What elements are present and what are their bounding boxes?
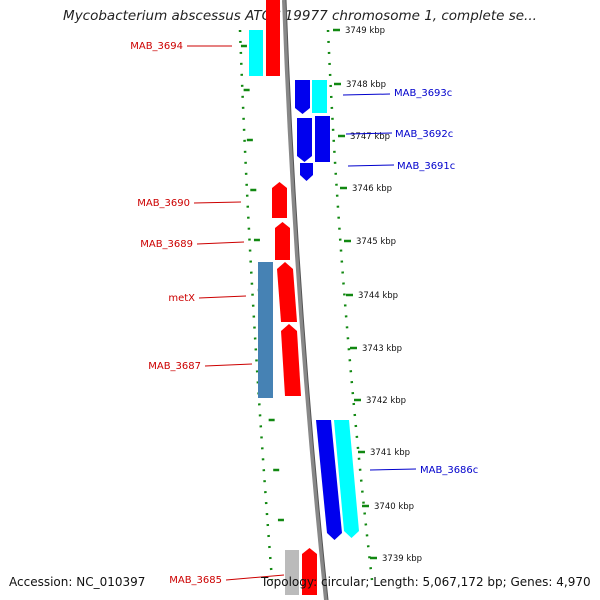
gene-label: MAB_3689 (140, 239, 193, 250)
gene-metX-steel (258, 262, 273, 398)
gene-label-leader (193, 201, 242, 204)
gene-label: MAB_3690 (137, 198, 190, 209)
ruler-inner-dots (238, 29, 274, 581)
tick-label: 3749 kbp (345, 26, 385, 36)
gene-label: metX (168, 293, 195, 304)
tick-layer: 3749 kbp 3748 kbp 3747 kbp 3746 kbp 3745 kbp… (333, 26, 422, 564)
gene-label-leader (196, 241, 245, 245)
gene-MAB_3693c-cyan (312, 80, 327, 113)
tick-label: 3743 kbp (362, 344, 402, 354)
gene-MAB_3693c (295, 80, 310, 114)
gene-label-leader (342, 93, 391, 96)
gene-label-leader (345, 132, 393, 135)
gene-MAB_3692c-b (315, 116, 330, 162)
gene-MAB_3690 (272, 182, 287, 218)
gene-label: MAB_3685 (169, 575, 222, 586)
summary-text: Topology: circular; Length: 5,067,172 bp… (261, 575, 591, 589)
gene-label: MAB_3686c (420, 465, 478, 476)
feature-layer (249, 0, 359, 595)
gene-MAB_3687 (281, 324, 301, 396)
gene-label: MAB_3694 (130, 41, 183, 52)
ruler-outer-dots (326, 29, 374, 581)
gene-metX (277, 262, 297, 322)
map-title: Mycobacterium abscessus ATCC 19977 chrom… (63, 8, 537, 24)
gene-label: MAB_3691c (397, 161, 455, 172)
gene-label-leader (198, 295, 247, 299)
gene-MAB_3694 (266, 0, 280, 76)
tick-label: 3746 kbp (352, 184, 392, 194)
tick-label: 3744 kbp (358, 291, 398, 301)
gene-label: MAB_3692c (395, 129, 453, 140)
gene-MAB_3685 (302, 548, 317, 595)
tick-label: 3747 kbp (350, 132, 390, 142)
gene-MAB_3692c (297, 118, 312, 162)
tick-label: 3741 kbp (370, 448, 410, 458)
genome-backbone (282, 0, 328, 600)
tick-label: 3740 kbp (374, 502, 414, 512)
gene-MAB_3685-gray (285, 550, 299, 595)
label-layer: MAB_3694 MAB_3690 MAB_3689 metX MAB_3687 MAB_… (130, 41, 478, 586)
gene-MAB_3691c (300, 163, 313, 181)
gene-label: MAB_3687 (148, 361, 201, 372)
tick-label: 3745 kbp (356, 237, 396, 247)
genome-backbone-shadow (285, 0, 329, 600)
accession-text: Accession: NC_010397 (9, 575, 146, 589)
gene-MAB_3689 (275, 222, 290, 260)
gene-label-leader (204, 363, 253, 367)
gene-label-leader (369, 468, 417, 471)
backbone-layer (282, 0, 329, 600)
gene-label-leader (347, 164, 395, 167)
tick-label: 3748 kbp (346, 80, 386, 90)
gene-MAB_3694-cyan (249, 30, 263, 76)
tick-label: 3742 kbp (366, 396, 406, 406)
gene-MAB_3686c-cyan (334, 420, 359, 538)
gene-label: MAB_3693c (394, 88, 452, 99)
tick-label: 3739 kbp (382, 554, 422, 564)
gene-MAB_3686c (316, 420, 342, 540)
gene-label-leader (225, 574, 285, 581)
